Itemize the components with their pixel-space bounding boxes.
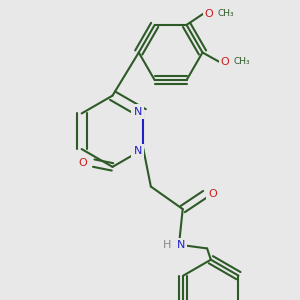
Text: CH₃: CH₃ [234,57,250,66]
Text: N: N [134,106,142,117]
Text: O: O [205,9,213,19]
Text: O: O [208,189,217,199]
Text: H: H [163,240,171,250]
Text: O: O [79,158,88,168]
Text: CH₃: CH₃ [218,9,234,18]
Text: N: N [134,146,142,156]
Text: O: O [220,57,230,67]
Text: N: N [177,240,185,250]
